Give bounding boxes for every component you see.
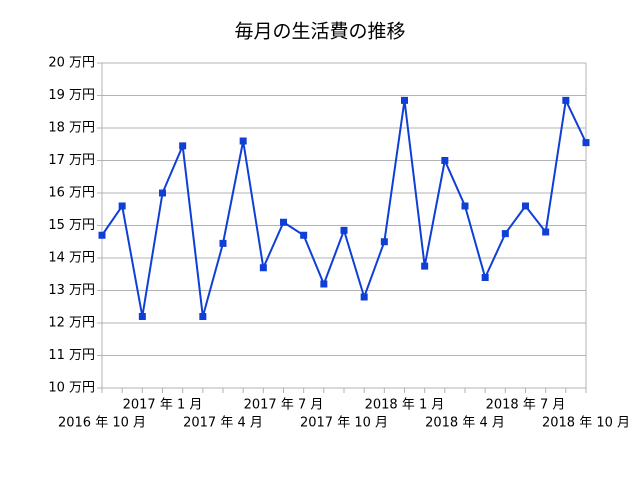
y-tick-label: 19 万円	[48, 88, 95, 103]
y-tick-label: 10 万円	[48, 381, 95, 396]
x-tick-label: 2016 年 10 月	[58, 416, 146, 431]
y-tick-label: 15 万円	[48, 218, 95, 233]
marker	[481, 274, 489, 281]
marker	[522, 202, 529, 210]
marker	[582, 139, 590, 147]
marker	[441, 157, 449, 164]
marker	[280, 218, 287, 226]
y-tick-label: 13 万円	[48, 283, 95, 298]
y-tick-label: 18 万円	[48, 121, 95, 136]
marker	[340, 226, 348, 234]
marker	[199, 313, 207, 320]
x-tick-label: 2018 年 4 月	[425, 416, 505, 431]
marker	[300, 231, 308, 239]
x-tick-label: 2017 年 10 月	[300, 416, 388, 431]
marker	[138, 313, 146, 320]
marker	[562, 96, 570, 104]
marker	[239, 137, 247, 145]
marker	[179, 142, 187, 150]
y-tick-label: 16 万円	[48, 186, 95, 201]
marker	[98, 231, 106, 239]
marker	[501, 230, 509, 238]
x-tick-label: 2017 年 1 月	[123, 398, 203, 413]
marker	[360, 293, 368, 301]
x-tick-label: 2018 年 1 月	[365, 398, 445, 413]
y-tick-label: 12 万円	[48, 316, 95, 331]
marker	[461, 202, 469, 210]
y-tick-label: 14 万円	[48, 251, 95, 266]
marker	[542, 228, 550, 236]
x-tick-label: 2017 年 7 月	[244, 398, 324, 413]
y-tick-label: 20 万円	[48, 56, 95, 71]
marker	[259, 264, 267, 272]
x-tick-label: 2017 年 4 月	[183, 416, 263, 431]
x-tick-label: 2018 年 10 月	[542, 416, 630, 431]
marker	[159, 189, 166, 197]
marker	[219, 239, 227, 247]
marker	[421, 262, 429, 270]
x-tick-label: 2018 年 7 月	[486, 398, 566, 413]
marker	[118, 202, 126, 210]
marker	[380, 238, 388, 246]
marker	[401, 96, 408, 104]
y-tick-label: 17 万円	[48, 153, 95, 168]
marker	[320, 280, 328, 288]
chart-title: 毎月の生活費の推移	[234, 21, 405, 43]
y-tick-label: 11 万円	[48, 348, 95, 363]
